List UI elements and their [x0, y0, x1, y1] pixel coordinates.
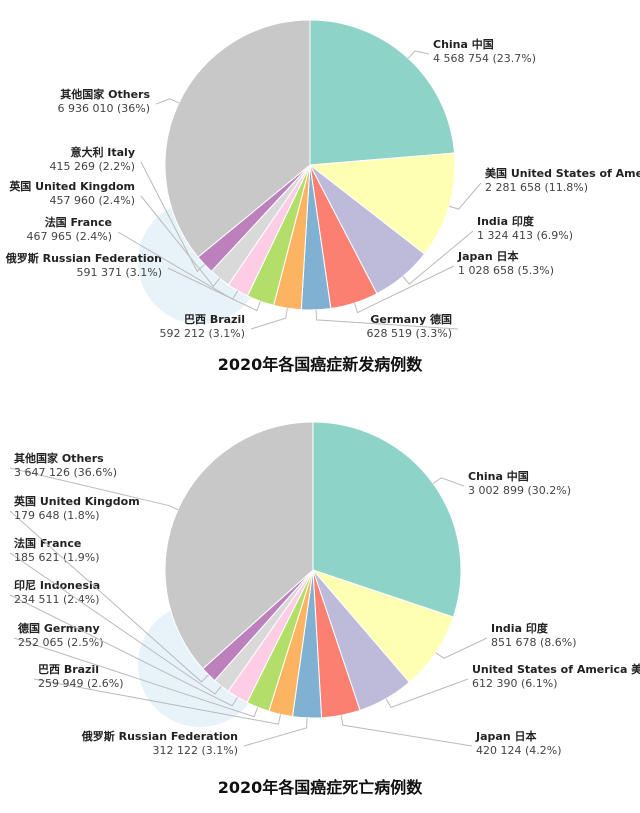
leader-line	[402, 230, 474, 285]
slice-value-label: 252 065 (2.5%)	[18, 636, 104, 649]
leader-line	[140, 161, 205, 273]
slice-value-label: 851 678 (8.6%)	[491, 636, 577, 649]
leader-line	[250, 308, 288, 330]
leader-line	[155, 98, 180, 105]
slice-label: Germany 德国	[370, 312, 452, 326]
leader-line	[315, 309, 459, 330]
slice-label: 巴西 Brazil	[38, 663, 99, 676]
leader-line	[9, 467, 179, 511]
pie-slice	[308, 152, 456, 255]
slice-label: 德国 Germany	[17, 621, 100, 635]
leader-line	[140, 195, 221, 288]
chart-title: 2020年各国癌症死亡病例数	[218, 778, 424, 797]
chart-title: 2020年各国癌症新发病例数	[218, 355, 424, 374]
slice-label: 美国 United States of America	[485, 166, 640, 180]
slice-value-label: 3 647 126 (36.6%)	[14, 466, 117, 479]
slice-label: 巴西 Brazil	[184, 313, 245, 326]
slice-label: United States of America 美国	[472, 662, 640, 676]
slice-value-label: 457 960 (2.4%)	[49, 194, 135, 207]
slice-value-label: 234 511 (2.4%)	[14, 593, 100, 606]
slice-label: China 中国	[468, 469, 529, 483]
leader-line	[13, 637, 259, 718]
slice-label: 法国 France	[14, 536, 81, 550]
slice-label: 意大利 Italy	[70, 145, 135, 159]
leader-line	[448, 182, 482, 210]
leader-line	[9, 594, 238, 707]
slice-value-label: 420 124 (4.2%)	[476, 744, 562, 757]
slice-value-label: 6 936 010 (36%)	[57, 102, 150, 115]
leader-line	[9, 552, 222, 695]
charts: China 中国4 568 754 (23.7%)美国 United State…	[5, 19, 640, 797]
slice-value-label: 185 621 (1.9%)	[14, 551, 100, 564]
leader-line	[432, 477, 465, 487]
slice-label: India 印度	[491, 621, 549, 635]
slice-label: Japan 日本	[457, 249, 518, 263]
pie-slice	[164, 19, 311, 258]
slice-value-label: 467 965 (2.4%)	[26, 230, 112, 243]
slice-value-label: 1 324 413 (6.9%)	[477, 229, 573, 242]
slice-value-label: 592 212 (3.1%)	[159, 327, 245, 340]
leader-line	[117, 231, 239, 301]
slice-label: 俄罗斯 Russian Federation	[5, 251, 162, 265]
slice-value-label: 259 949 (2.6%)	[38, 677, 124, 690]
leader-line	[407, 50, 430, 59]
slice-value-label: 612 390 (6.1%)	[472, 677, 558, 690]
slice-value-label: 2 281 658 (11.8%)	[485, 181, 588, 194]
leader-line	[167, 267, 261, 312]
slice-label: 其他国家 Others	[60, 87, 150, 101]
slice-label: China 中国	[433, 37, 494, 51]
leader-line	[243, 717, 308, 747]
slice-label: 英国 United Kingdom	[13, 494, 140, 508]
slice-value-label: 591 371 (3.1%)	[76, 266, 162, 279]
slice-value-label: 4 568 754 (23.7%)	[433, 52, 536, 65]
slice-label: 俄罗斯 Russian Federation	[81, 729, 238, 743]
slice-value-label: 1 028 658 (5.3%)	[458, 264, 554, 277]
slice-label: India 印度	[477, 214, 535, 228]
slice-value-label: 179 648 (1.8%)	[14, 509, 100, 522]
slice-label: Japan 日本	[475, 729, 536, 743]
slice-label: 其他国家 Others	[14, 451, 104, 465]
leader-line	[9, 510, 209, 683]
slice-value-label: 628 519 (3.3%)	[366, 327, 452, 340]
slice-value-label: 415 269 (2.2%)	[49, 160, 135, 173]
slice-label: 英国 United Kingdom	[8, 179, 135, 193]
leader-line	[385, 678, 469, 709]
slice-label: 法国 France	[45, 215, 112, 229]
leader-line	[33, 678, 282, 725]
pie-slice	[164, 421, 314, 670]
pie-slice	[309, 19, 456, 166]
leader-line	[435, 637, 488, 659]
slice-value-label: 3 002 899 (30.2%)	[468, 484, 571, 497]
leader-line	[340, 715, 473, 747]
slice-value-label: 312 122 (3.1%)	[152, 744, 238, 757]
leader-line	[353, 265, 455, 314]
